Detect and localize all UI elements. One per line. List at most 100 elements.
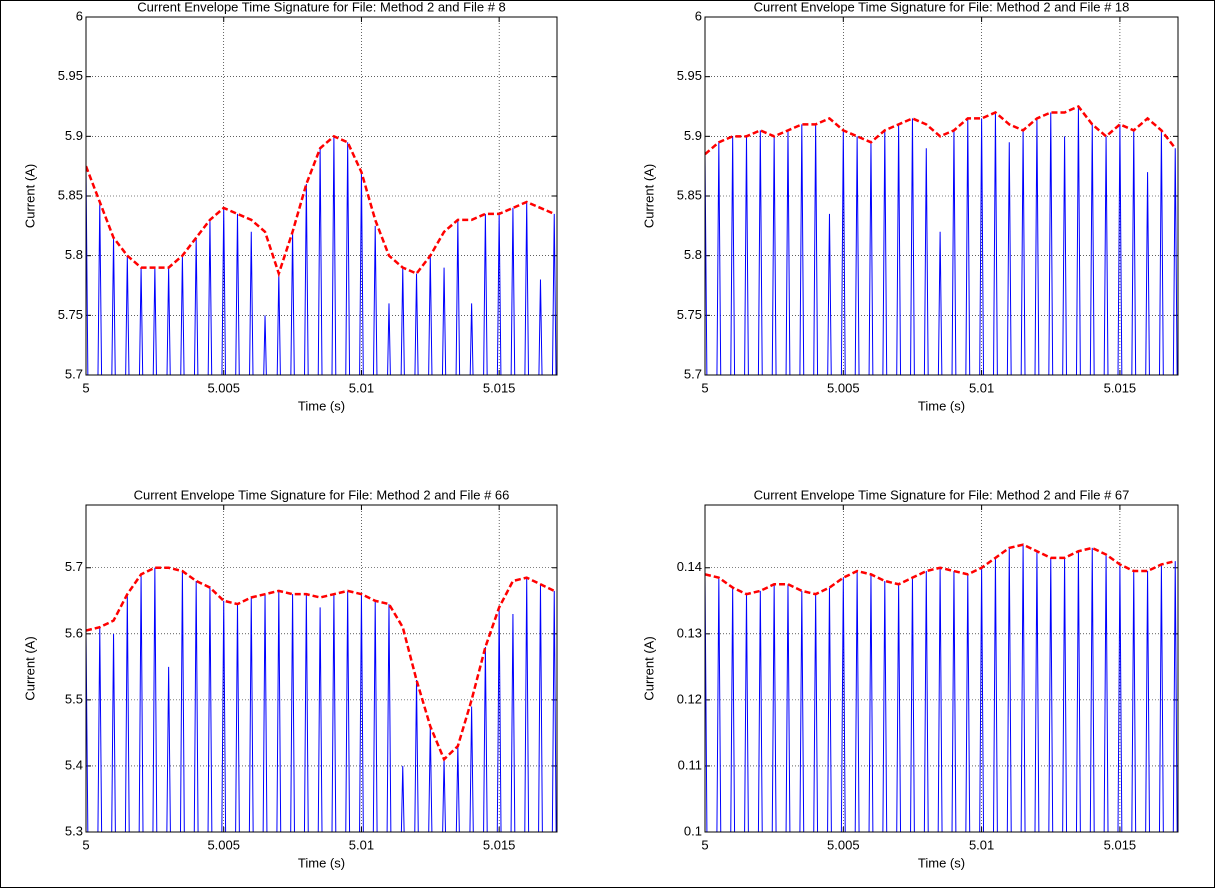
signal-spike — [705, 574, 708, 832]
y-axis-label: Current (A) — [22, 636, 37, 700]
signal-spike — [1089, 124, 1095, 375]
signal-spike — [262, 594, 268, 832]
y-tick-label: 6 — [695, 8, 702, 23]
signal-spike — [1172, 561, 1178, 832]
signal-spike — [868, 574, 874, 832]
y-axis-label: Current (A) — [22, 164, 37, 228]
y-tick-label: 5.95 — [58, 68, 83, 83]
chart-title: Current Envelope Time Signature for File… — [134, 487, 510, 502]
signal-spike — [372, 225, 378, 375]
signal-spike — [1103, 554, 1109, 832]
x-tick-label: 5.015 — [1104, 380, 1137, 395]
signal-spike — [428, 255, 433, 375]
y-tick-label: 5.9 — [65, 128, 83, 143]
signal-spike — [799, 124, 805, 375]
signal-spike — [965, 118, 971, 375]
axes-box — [704, 504, 1179, 833]
signal-spike — [993, 112, 998, 375]
signal-spike — [441, 267, 447, 375]
signal-spike — [345, 590, 351, 832]
signal-spike — [937, 231, 943, 375]
signal-spike — [813, 124, 819, 375]
signal-spike — [180, 255, 185, 375]
x-tick-label: 5.01 — [349, 380, 374, 395]
y-tick-label: 0.12 — [677, 691, 702, 706]
x-axis-label: Time (s) — [298, 398, 345, 413]
signal-spike — [442, 759, 446, 832]
signal-spike — [827, 587, 832, 832]
y-tick-label: 5.95 — [677, 68, 702, 83]
signal-spike — [304, 184, 309, 375]
signal-spike — [757, 130, 763, 375]
signal-spike — [1131, 571, 1137, 832]
signal-spike — [1048, 557, 1054, 832]
signal-spike — [1145, 571, 1150, 832]
x-tick-label: 5 — [82, 380, 89, 395]
signal-spike — [111, 237, 116, 375]
signal-spike — [993, 557, 998, 832]
signal-spike — [1089, 547, 1095, 832]
signal-spike — [483, 213, 488, 375]
signal-spike — [138, 267, 144, 375]
y-tick-label: 0.14 — [677, 559, 702, 574]
signal-spike — [538, 584, 543, 832]
x-tick-label: 5.015 — [483, 380, 516, 395]
signal-spike — [414, 273, 419, 375]
signal-spike — [414, 680, 419, 832]
signal-spike — [730, 587, 736, 832]
x-tick-label: 5.01 — [969, 837, 994, 852]
signal-spike — [854, 571, 860, 832]
signal-spike — [97, 627, 103, 832]
signal-spike — [276, 273, 281, 375]
y-tick-label: 5.8 — [65, 247, 83, 262]
signal-spike — [757, 590, 763, 832]
signal-spike — [1159, 130, 1164, 375]
signal-spike — [1062, 557, 1068, 832]
y-tick-label: 0.11 — [678, 757, 702, 772]
signal-spike — [303, 594, 309, 832]
signal-spike — [221, 600, 227, 832]
signal-spike — [1020, 130, 1026, 375]
signal-spike — [97, 201, 103, 375]
signal-spike — [1075, 106, 1081, 375]
signal-spike — [813, 594, 819, 832]
signal-spike — [1006, 547, 1012, 832]
signal-spike — [538, 279, 543, 375]
signal-spike — [744, 594, 749, 832]
chart-title: Current Envelope Time Signature for File… — [137, 0, 506, 14]
signal-spike — [345, 142, 351, 375]
plot-area — [86, 134, 557, 375]
signal-spike — [276, 590, 282, 832]
signal-spike — [840, 577, 846, 832]
axes-box — [85, 16, 558, 376]
signal-spike — [111, 633, 116, 832]
signal-spike — [716, 577, 722, 832]
y-tick-label: 5.75 — [677, 307, 702, 322]
envelope-line — [86, 134, 555, 278]
signal-spike — [331, 594, 337, 832]
y-tick-label: 5.85 — [677, 187, 702, 202]
y-tick-label: 0.1 — [684, 823, 702, 838]
signal-spike — [469, 303, 474, 375]
signal-spike — [551, 590, 557, 832]
signal-spike — [1172, 148, 1178, 375]
signal-spike — [896, 124, 902, 375]
chart-title: Current Envelope Time Signature for File… — [754, 487, 1130, 502]
signal-spike — [510, 207, 516, 375]
signal-spike — [1034, 118, 1040, 375]
signal-spike — [455, 746, 460, 832]
signal-spike — [86, 166, 89, 375]
x-tick-label: 5.005 — [207, 837, 240, 852]
x-tick-label: 5.01 — [969, 380, 994, 395]
x-tick-label: 5 — [82, 837, 89, 852]
envelope-line — [705, 543, 1176, 596]
signal-spike — [372, 600, 378, 832]
subplot: 5 5.005 5.01 5.015 0.1 0.11 0.12 0.13 0.14 Curren… — [641, 487, 1179, 870]
x-tick-label: 5 — [701, 837, 708, 852]
signal-spike — [510, 613, 516, 832]
y-axis-label: Current (A) — [641, 164, 656, 228]
subplot: 5 5.005 5.01 5.015 5.7 5.75 5.8 5.85 5.9 5.95 6 Cur… — [641, 0, 1179, 413]
signal-spike — [1006, 142, 1012, 375]
envelope-line — [705, 104, 1177, 156]
